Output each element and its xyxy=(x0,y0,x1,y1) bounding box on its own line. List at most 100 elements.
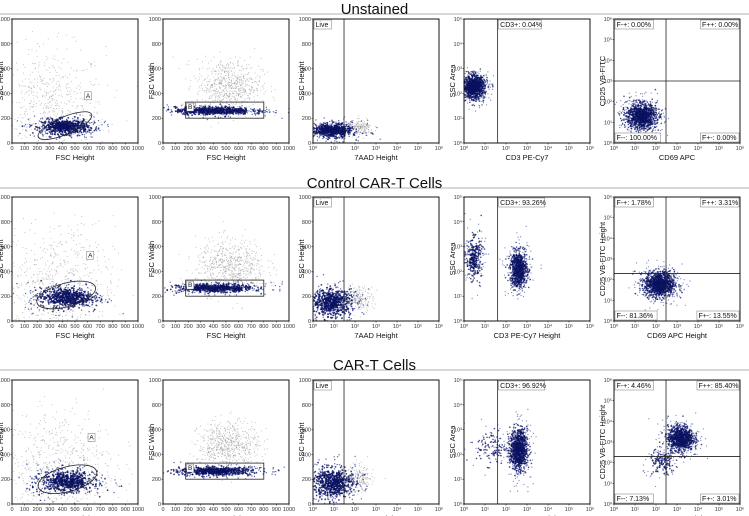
event-dot xyxy=(258,77,261,79)
event-dot xyxy=(56,87,58,89)
event-dot xyxy=(225,92,227,94)
x-tick-label: 600 xyxy=(83,146,92,152)
event-dot xyxy=(330,126,333,129)
x-tick-label: 10² xyxy=(351,146,359,152)
event-dot xyxy=(37,78,39,80)
event-dot xyxy=(201,84,203,86)
event-dot xyxy=(50,133,52,135)
event-dot xyxy=(225,98,227,100)
event-dot xyxy=(351,123,353,125)
event-dot xyxy=(21,129,23,131)
event-dot xyxy=(485,104,488,106)
event-dot xyxy=(656,101,659,103)
event-dot xyxy=(230,79,232,81)
event-dot xyxy=(481,92,484,95)
x-axis-label: 7AAD Height xyxy=(354,153,398,162)
y-axis-label: SSC Height xyxy=(0,60,5,100)
x-tick-label: 700 xyxy=(96,146,105,152)
event-dot xyxy=(347,125,349,128)
event-dot xyxy=(217,107,220,109)
event-dot xyxy=(240,73,242,75)
event-dot xyxy=(55,89,57,92)
event-dot xyxy=(357,121,359,123)
event-dot xyxy=(171,110,173,113)
event-dot xyxy=(216,112,219,114)
event-dot xyxy=(249,97,251,99)
event-dot xyxy=(234,90,236,92)
event-dot xyxy=(60,94,62,96)
event-dot xyxy=(88,131,91,133)
event-dot xyxy=(107,84,109,87)
event-dot xyxy=(75,40,77,42)
event-dot xyxy=(216,66,218,68)
event-dot xyxy=(467,96,470,98)
event-dot xyxy=(86,130,89,133)
event-dot xyxy=(101,141,103,143)
event-dot xyxy=(624,102,626,104)
event-dot xyxy=(226,90,228,93)
event-dot xyxy=(232,75,234,77)
event-dot xyxy=(86,68,88,70)
event-dot xyxy=(227,82,230,84)
event-dot xyxy=(207,81,209,83)
event-dot xyxy=(75,77,77,79)
x-tick-label: 300 xyxy=(196,146,205,152)
x-tick-label: 10⁶ xyxy=(435,145,443,152)
event-dot xyxy=(62,76,64,78)
event-dot xyxy=(366,123,369,125)
event-dot xyxy=(167,106,170,108)
event-dot xyxy=(47,117,49,120)
event-dot xyxy=(356,132,358,134)
event-dot xyxy=(327,138,329,141)
event-dot xyxy=(72,119,74,121)
event-dot xyxy=(165,110,168,112)
event-dot xyxy=(342,141,344,143)
event-dot xyxy=(16,128,18,130)
event-dot xyxy=(56,100,58,102)
event-dot xyxy=(645,91,647,93)
event-dot xyxy=(473,104,476,107)
event-dot xyxy=(68,87,70,89)
event-dot xyxy=(77,118,79,120)
event-dot xyxy=(218,83,220,85)
event-dot xyxy=(43,112,45,114)
event-dot xyxy=(44,96,46,98)
event-dot xyxy=(85,123,88,126)
event-dot xyxy=(471,98,473,101)
event-dot xyxy=(235,103,238,105)
event-dot xyxy=(213,82,215,84)
event-dot xyxy=(68,124,70,126)
event-dot xyxy=(471,95,474,98)
event-dot xyxy=(31,92,33,94)
event-dot xyxy=(85,121,87,123)
event-dot xyxy=(263,93,265,95)
gate-label: Live xyxy=(316,22,329,29)
event-dot xyxy=(43,77,45,80)
event-dot xyxy=(25,110,27,113)
event-dot xyxy=(228,79,231,81)
event-dot xyxy=(46,69,48,71)
event-dot xyxy=(320,131,323,134)
y-tick-label: 0 xyxy=(7,141,10,147)
event-dot xyxy=(38,126,41,129)
event-dot xyxy=(40,76,42,78)
event-dot xyxy=(85,139,87,141)
event-dot xyxy=(38,100,40,102)
event-dot xyxy=(232,83,234,85)
event-dot xyxy=(316,127,318,130)
event-dot xyxy=(214,84,216,86)
event-dot xyxy=(81,106,83,108)
event-dot xyxy=(241,89,243,91)
event-dot xyxy=(326,123,328,126)
event-dot xyxy=(256,87,258,90)
event-dot xyxy=(477,71,479,73)
event-dot xyxy=(348,132,351,134)
event-dot xyxy=(104,120,107,123)
event-dot xyxy=(38,62,40,64)
event-dot xyxy=(324,132,327,135)
event-dot xyxy=(219,103,222,105)
event-dot xyxy=(81,120,84,123)
event-dot xyxy=(203,89,205,91)
event-dot xyxy=(185,63,187,65)
event-dot xyxy=(219,51,221,53)
